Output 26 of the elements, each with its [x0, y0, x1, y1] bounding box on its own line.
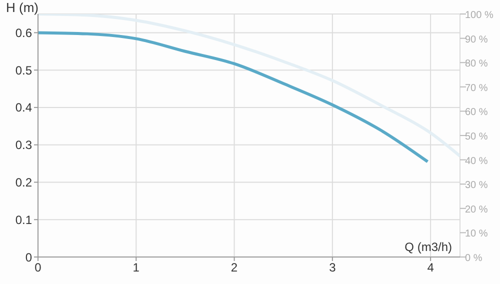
y2-tick-label: 80 %	[465, 58, 488, 70]
y2-tick-label: 90 %	[465, 34, 488, 46]
y-tick-label: 0.3	[15, 138, 32, 152]
x-tick-label: 2	[230, 260, 238, 275]
y-tick-label: 0.4	[15, 100, 32, 115]
y-tick-label: 0.2	[15, 175, 32, 190]
y-axis-title: H (m)	[6, 0, 38, 15]
y-tick-label: 0.5	[15, 63, 32, 78]
y2-tick-label: 10 %	[465, 228, 488, 240]
y2-tick-label: 60 %	[465, 107, 488, 118]
y2-tick-label: 100 %	[465, 10, 494, 21]
line-series	[38, 31, 430, 164]
y2-tick-label: 0 %	[465, 253, 482, 264]
x-tick-label: 1	[132, 260, 140, 275]
y2-tick-label: 30 %	[465, 180, 488, 192]
y-tick-label: 0.6	[15, 26, 32, 40]
y2-tick-label: 50 %	[465, 132, 488, 142]
y2-tick-label: 20 %	[465, 204, 488, 216]
y-tick-label: 0	[25, 250, 32, 264]
y-tick-label: 0.1	[15, 212, 32, 227]
y2-tick-label: 40 %	[465, 156, 488, 167]
x-tick-label: 3	[329, 260, 336, 275]
x-tick-label: 4	[427, 260, 434, 275]
y2-tick-label: 70 %	[465, 82, 488, 94]
x-tick-label: 0	[34, 260, 42, 275]
x-axis-title: Q (m3/h)	[404, 240, 452, 254]
